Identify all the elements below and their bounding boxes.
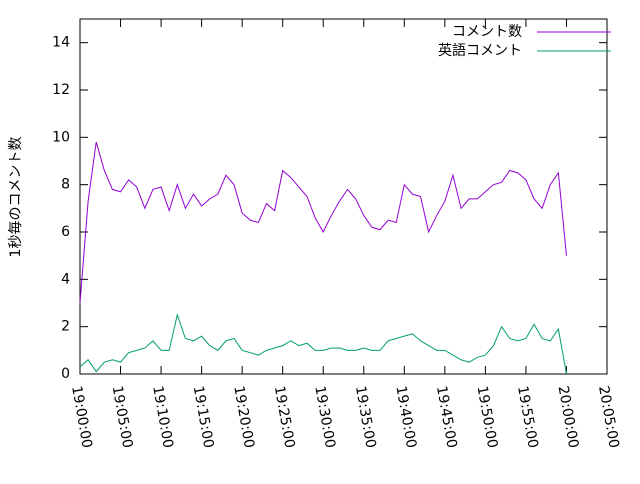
x-tick-label: 19:25:00 xyxy=(271,385,298,450)
y-tick-label: 10 xyxy=(52,129,70,145)
x-tick-label: 19:50:00 xyxy=(474,385,501,450)
x-tick-label: 19:20:00 xyxy=(230,385,257,450)
x-tick-label: 19:35:00 xyxy=(352,385,379,450)
x-tick-label: 20:05:00 xyxy=(595,385,622,450)
x-tick-label: 19:10:00 xyxy=(149,385,176,450)
x-tick-label: 19:45:00 xyxy=(433,385,460,450)
line xyxy=(79,141,567,304)
plot-border xyxy=(79,18,608,375)
y-tick-label: 6 xyxy=(61,224,70,240)
x-tick-label: 19:15:00 xyxy=(190,385,217,450)
x-tick-label: 19:55:00 xyxy=(514,385,541,450)
legend-label: コメント数 xyxy=(452,24,522,40)
line xyxy=(79,313,567,375)
x-tick-label: 19:00:00 xyxy=(68,385,95,450)
x-tick-label: 19:40:00 xyxy=(392,385,419,450)
y-tick-label: 12 xyxy=(52,82,70,98)
x-tick-label: 19:30:00 xyxy=(311,385,338,450)
y-tick-label: 0 xyxy=(61,366,70,382)
y-tick-label: 14 xyxy=(52,35,70,51)
x-tick-label: 20:00:00 xyxy=(555,385,582,450)
y-tick-label: 4 xyxy=(61,271,70,287)
y-tick-label: 2 xyxy=(61,319,70,335)
legend-label: 英語コメント xyxy=(438,42,522,59)
x-tick-label: 19:05:00 xyxy=(109,385,136,450)
y-tick-label: 8 xyxy=(61,177,70,193)
y-axis-label: 1秒毎のコメント数 xyxy=(8,137,24,258)
